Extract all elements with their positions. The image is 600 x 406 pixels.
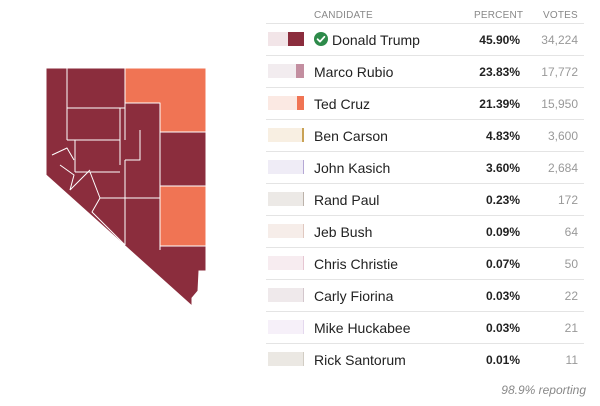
- candidate-row: Mike Huckabee 0.03% 21: [266, 311, 584, 343]
- vote-share-bar: [268, 352, 304, 366]
- candidate-name: Rand Paul: [314, 192, 380, 208]
- nevada-results-map: [45, 67, 207, 308]
- vote-share-bar: [268, 64, 304, 78]
- candidate-votes: 3,600: [547, 129, 578, 143]
- candidate-votes: 21: [564, 321, 578, 335]
- vote-share-bar: [268, 192, 304, 206]
- vote-share-bar: [268, 128, 304, 142]
- candidate-percent: 45.90%: [479, 33, 520, 47]
- vote-share-bar-fill: [303, 288, 304, 302]
- vote-share-bar: [268, 160, 304, 174]
- vote-share-bar-fill: [303, 160, 304, 174]
- column-header-candidate: CANDIDATE: [314, 10, 373, 21]
- candidate-row: Ben Carson 4.83% 3,600: [266, 119, 584, 151]
- candidate-votes: 17,772: [541, 65, 578, 79]
- candidate-name: Ted Cruz: [314, 96, 371, 112]
- vote-share-bar-fill: [303, 192, 304, 206]
- candidate-percent: 21.39%: [479, 97, 520, 111]
- candidate-percent: 0.03%: [485, 289, 520, 303]
- candidate-percent: 3.60%: [485, 161, 520, 175]
- candidate-votes: 15,950: [541, 97, 578, 111]
- candidate-row: Marco Rubio 23.83% 17,772: [266, 55, 584, 87]
- vote-share-bar: [268, 256, 304, 270]
- candidate-name: Donald Trump: [332, 32, 420, 48]
- candidate-name: Rick Santorum: [314, 352, 406, 368]
- column-header-votes: VOTES: [543, 10, 578, 21]
- candidate-percent: 0.07%: [485, 257, 520, 271]
- candidate-votes: 34,224: [541, 33, 578, 47]
- candidate-row: Rand Paul 0.23% 172: [266, 183, 584, 215]
- candidate-percent: 23.83%: [479, 65, 520, 79]
- candidate-row: Chris Christie 0.07% 50: [266, 247, 584, 279]
- candidate-name: Mike Huckabee: [314, 320, 411, 336]
- vote-share-bar: [268, 320, 304, 334]
- candidate-votes: 172: [557, 193, 578, 207]
- candidate-votes: 2,684: [547, 161, 578, 175]
- vote-share-bar: [268, 96, 304, 110]
- candidate-name: Marco Rubio: [314, 64, 394, 80]
- vote-share-bar: [268, 224, 304, 238]
- candidate-votes: 50: [564, 257, 578, 271]
- candidate-votes: 22: [564, 289, 578, 303]
- vote-share-bar: [268, 288, 304, 302]
- county-white-pine: [159, 185, 206, 247]
- candidate-row: Carly Fiorina 0.03% 22: [266, 279, 584, 311]
- candidate-percent: 0.01%: [485, 353, 520, 367]
- vote-share-bar-fill: [303, 320, 304, 334]
- candidate-percent: 0.23%: [485, 193, 520, 207]
- column-header-percent: PERCENT: [474, 10, 524, 21]
- vote-share-bar-fill: [302, 128, 304, 142]
- vote-share-bar: [268, 32, 304, 46]
- reporting-status: 98.9% reporting: [501, 383, 586, 397]
- candidate-percent: 0.09%: [485, 225, 520, 239]
- vote-share-bar-fill: [303, 256, 304, 270]
- candidate-row: Ted Cruz 21.39% 15,950: [266, 87, 584, 119]
- candidate-row: John Kasich 3.60% 2,684: [266, 151, 584, 183]
- candidate-name: Jeb Bush: [314, 224, 373, 240]
- candidate-percent: 4.83%: [485, 129, 520, 143]
- candidate-name: Chris Christie: [314, 256, 399, 272]
- vote-share-bar-fill: [296, 64, 304, 78]
- candidate-row: Jeb Bush 0.09% 64: [266, 215, 584, 247]
- candidate-votes: 11: [565, 353, 578, 367]
- candidate-votes: 64: [564, 225, 578, 239]
- vote-share-bar-fill: [303, 224, 304, 238]
- candidate-row: Rick Santorum 0.01% 11: [266, 343, 584, 375]
- candidate-name: John Kasich: [314, 160, 391, 176]
- vote-share-bar-fill: [297, 96, 304, 110]
- candidate-name: Carly Fiorina: [314, 288, 394, 304]
- candidate-name: Ben Carson: [314, 128, 388, 144]
- candidate-row: Donald Trump 45.90% 34,224: [266, 23, 584, 55]
- vote-share-bar-fill: [288, 32, 304, 46]
- winner-check-icon: [314, 32, 328, 46]
- candidate-percent: 0.03%: [485, 321, 520, 335]
- vote-share-bar-fill: [303, 352, 304, 366]
